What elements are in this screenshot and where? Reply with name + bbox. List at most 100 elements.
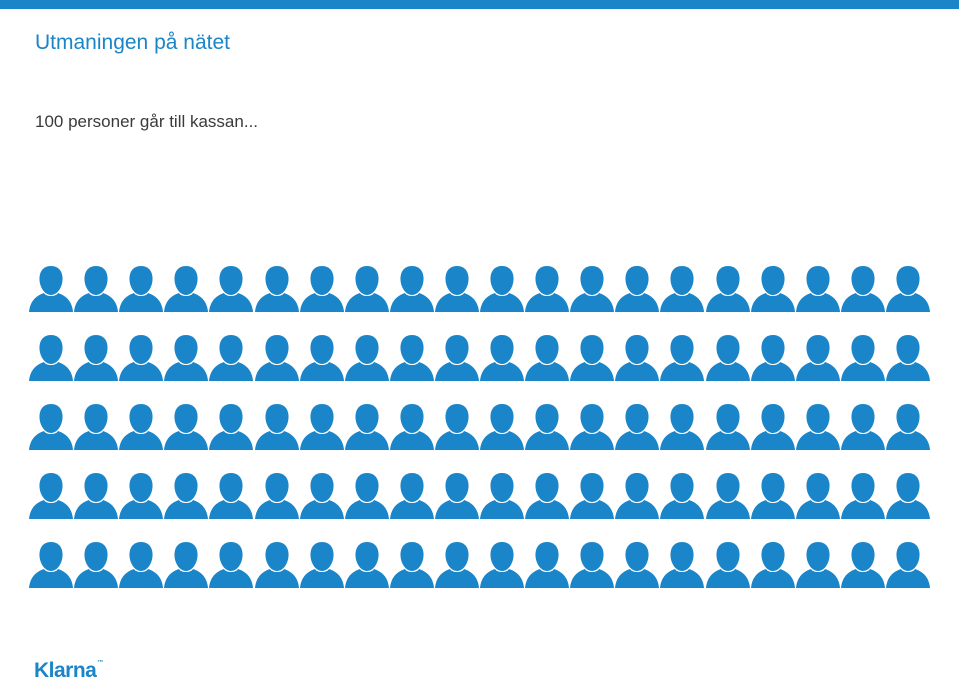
person-icon (525, 335, 570, 381)
person-icon (74, 404, 119, 450)
page-title: Utmaningen på nätet (35, 31, 230, 54)
top-accent-bar (0, 0, 959, 9)
person-icon (344, 542, 389, 588)
person-icon (344, 335, 389, 381)
person-icon (480, 266, 524, 312)
person-icon (254, 473, 299, 519)
person-icon (795, 266, 840, 312)
person-icon (705, 473, 750, 519)
person-icon (615, 266, 660, 312)
person-icon (74, 473, 119, 519)
person-icon (434, 404, 479, 450)
person-icon (660, 473, 705, 519)
person-icon (299, 404, 344, 450)
person-icon (570, 542, 615, 588)
person-icon (840, 335, 885, 381)
person-icon (840, 542, 885, 588)
person-icon (750, 404, 795, 450)
person-icon (299, 473, 344, 519)
person-icon (525, 473, 570, 519)
person-icon (29, 542, 73, 588)
klarna-logo: Klarna™ (34, 660, 103, 681)
person-icon (480, 404, 524, 450)
person-icon (570, 335, 615, 381)
person-icon (344, 473, 389, 519)
person-icon (164, 335, 209, 381)
person-icon (254, 542, 299, 588)
person-icon (119, 542, 164, 588)
person-icon (119, 266, 164, 312)
person-icon (74, 335, 119, 381)
person-icon (795, 542, 840, 588)
person-icon (74, 266, 119, 312)
person-icon (615, 404, 660, 450)
person-icon (209, 266, 254, 312)
person-icon (209, 473, 254, 519)
person-icon (840, 404, 885, 450)
person-icon (254, 266, 299, 312)
person-icon (885, 335, 930, 381)
person-icon (570, 266, 615, 312)
person-icon (209, 335, 254, 381)
person-icon (119, 473, 164, 519)
person-icon (29, 335, 73, 381)
person-icon (750, 542, 795, 588)
person-icon (525, 266, 570, 312)
person-icon (164, 404, 209, 450)
person-icon (570, 473, 615, 519)
person-icon (885, 542, 930, 588)
person-icon (795, 404, 840, 450)
person-icon (29, 473, 73, 519)
person-icon (119, 335, 164, 381)
person-icon (164, 473, 209, 519)
person-icon (885, 473, 930, 519)
person-icon (705, 335, 750, 381)
person-icon (615, 335, 660, 381)
person-icon (840, 266, 885, 312)
person-icon (434, 335, 479, 381)
person-icon (660, 542, 705, 588)
person-icon (615, 473, 660, 519)
person-icon (389, 404, 434, 450)
person-icon (389, 335, 434, 381)
person-icon (254, 335, 299, 381)
person-icon (885, 266, 930, 312)
person-icon (705, 542, 750, 588)
person-icon (705, 266, 750, 312)
person-icon (119, 404, 164, 450)
person-icon (299, 266, 344, 312)
person-icon (74, 542, 119, 588)
person-icon (434, 266, 479, 312)
person-icon (750, 266, 795, 312)
page-subtitle: 100 personer går till kassan... (35, 112, 259, 131)
person-icon (29, 266, 73, 312)
person-icon (434, 473, 479, 519)
person-icon (389, 266, 434, 312)
person-icon (480, 335, 524, 381)
people-grid (29, 264, 933, 590)
person-icon (209, 404, 254, 450)
logo-trademark: ™ (97, 660, 103, 666)
person-icon (299, 335, 344, 381)
person-icon (434, 542, 479, 588)
person-icon (660, 335, 705, 381)
person-icon (750, 473, 795, 519)
person-icon (525, 542, 570, 588)
person-icon (795, 335, 840, 381)
person-icon (705, 404, 750, 450)
person-icon (480, 473, 524, 519)
person-icon (389, 473, 434, 519)
person-icon (660, 266, 705, 312)
person-icon (389, 542, 434, 588)
person-icon (164, 542, 209, 588)
person-icon (254, 404, 299, 450)
person-icon (29, 404, 73, 450)
person-icon (660, 404, 705, 450)
person-icon (344, 404, 389, 450)
person-icon (795, 473, 840, 519)
person-icon (164, 266, 209, 312)
person-icon (840, 473, 885, 519)
person-icon (885, 404, 930, 450)
person-icon (570, 404, 615, 450)
person-icon (344, 266, 389, 312)
